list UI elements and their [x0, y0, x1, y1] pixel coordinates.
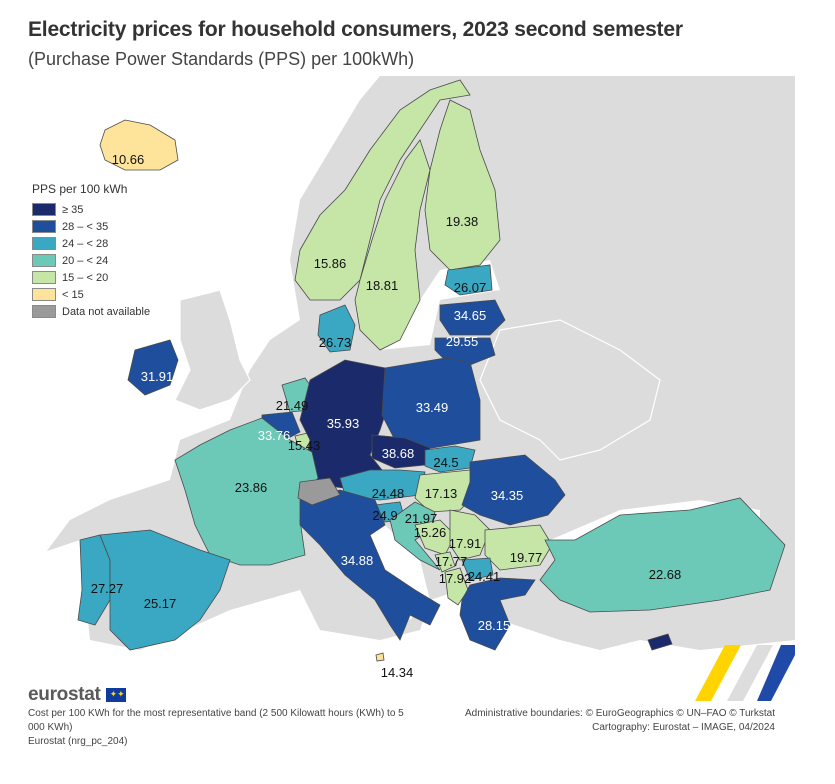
country-dk[interactable] [317, 304, 356, 353]
value-label-al: 17.92 [439, 571, 472, 586]
legend-label: 28 – < 35 [62, 220, 109, 233]
footnote: Cost per 100 KWh for the most representa… [28, 708, 404, 733]
country-no[interactable] [294, 79, 471, 301]
eu-flag-icon: ✦✦ [105, 688, 126, 702]
value-label-es: 25.17 [144, 596, 177, 611]
value-label-si: 24.9 [372, 508, 397, 523]
map-subtitle: (Purchase Power Standards (PPS) per 100k… [28, 49, 415, 69]
value-label-mt: 14.34 [381, 665, 414, 680]
country-gr[interactable] [459, 577, 536, 651]
map-legend: PPS per 100 kWh ≥ 35 28 – < 35 24 – < 28… [30, 178, 157, 326]
value-label-nl: 21.49 [276, 398, 309, 413]
country-bg[interactable] [484, 524, 553, 571]
value-label-me: 17.77 [435, 554, 468, 569]
value-label-tr: 22.68 [649, 567, 682, 582]
country-mk[interactable] [461, 557, 494, 581]
legend-swatch [32, 305, 56, 318]
value-label-at: 24.48 [372, 486, 405, 501]
logo-text: eurostat [28, 684, 101, 705]
country-ro[interactable] [461, 454, 566, 526]
value-label-fi: 19.38 [446, 214, 479, 229]
country-pl[interactable] [381, 357, 481, 451]
value-label-ba: 15.26 [414, 525, 447, 540]
context-land-layer [174, 289, 661, 461]
country-me[interactable] [434, 551, 456, 573]
legend-swatch [32, 237, 56, 250]
country-it[interactable] [299, 489, 441, 641]
cartography-credit: Cartography: Eurostat – IMAGE, 04/2024 [592, 722, 775, 733]
legend-swatch [32, 271, 56, 284]
data-source: Eurostat (nrg_pc_204) [28, 736, 128, 747]
legend-swatch [32, 203, 56, 216]
country-cy[interactable] [647, 633, 673, 651]
legend-swatch [32, 254, 56, 267]
value-label-is: 10.66 [112, 152, 145, 167]
country-hr[interactable] [389, 501, 441, 571]
country-rs[interactable] [449, 509, 491, 561]
country-fi[interactable] [424, 99, 501, 271]
credits: Administrative boundaries: © EuroGeograp… [465, 707, 775, 735]
legend-label: < 15 [62, 288, 84, 301]
legend-label: 15 – < 20 [62, 271, 109, 284]
value-label-it: 34.88 [341, 553, 374, 568]
legend-label: 20 – < 24 [62, 254, 109, 267]
country-tr[interactable] [539, 497, 786, 613]
value-label-fr: 23.86 [235, 480, 268, 495]
value-label-pt: 27.27 [91, 581, 124, 596]
value-label-lu: 15.43 [288, 438, 321, 453]
legend-item: 20 – < 24 [32, 252, 150, 269]
country-ch[interactable] [297, 477, 341, 506]
value-label-de: 35.93 [327, 416, 360, 431]
legend-label: Data not available [62, 305, 151, 318]
country-mt[interactable] [375, 652, 385, 662]
map-title: Electricity prices for household consume… [28, 18, 683, 41]
europe-map[interactable]: 10.66 15.86 18.81 19.38 26.07 34.65 29.5… [20, 76, 795, 688]
value-label-be: 33.76 [258, 428, 291, 443]
value-label-ro: 34.35 [491, 488, 524, 503]
country-es[interactable] [99, 529, 231, 651]
value-label-sk: 24.5 [433, 455, 458, 470]
legend-swatch [32, 220, 56, 233]
legend-label: 24 – < 28 [62, 237, 109, 250]
map-canvas[interactable]: 10.66 15.86 18.81 19.38 26.07 34.65 29.5… [20, 76, 795, 688]
country-is[interactable] [99, 119, 179, 171]
eurostat-logo: eurostat ✦✦ [28, 684, 126, 706]
value-label-dk: 26.73 [319, 335, 352, 350]
country-fr[interactable] [174, 417, 319, 566]
legend-title: PPS per 100 kWh [32, 182, 128, 196]
legend-item: ≥ 35 [32, 201, 150, 218]
value-label-mk: 24.41 [468, 569, 501, 584]
value-labels-layer: 10.66 15.86 18.81 19.38 26.07 34.65 29.5… [91, 152, 682, 680]
legend-item: 15 – < 20 [32, 269, 150, 286]
legend-item: Data not available [32, 303, 150, 320]
value-label-ie: 31.91 [141, 369, 174, 384]
legend-swatch [32, 288, 56, 301]
value-label-se: 18.81 [366, 278, 399, 293]
value-label-hr: 21.97 [405, 511, 438, 526]
legend-label: ≥ 35 [62, 203, 84, 216]
value-label-gr: 28.15 [478, 618, 511, 633]
value-label-lv: 34.65 [454, 308, 487, 323]
country-lv[interactable] [439, 299, 506, 336]
country-se[interactable] [354, 139, 431, 351]
value-label-lt: 29.55 [446, 334, 479, 349]
boundaries-credit: Administrative boundaries: © EuroGeograp… [464, 708, 775, 719]
country-ee[interactable] [444, 264, 493, 296]
country-ie[interactable] [127, 339, 179, 396]
value-label-bg: 19.77 [510, 550, 543, 565]
legend-item: 24 – < 28 [32, 235, 150, 252]
countries-layer[interactable] [77, 79, 786, 662]
value-label-hu: 17.13 [425, 486, 458, 501]
corner-stripes-icon [695, 645, 795, 701]
value-label-cy: 37.87 [636, 657, 669, 672]
legend-item: 28 – < 35 [32, 218, 150, 235]
value-label-ee: 26.07 [454, 280, 487, 295]
legend-item: < 15 [32, 286, 150, 303]
value-label-pl: 33.49 [416, 400, 449, 415]
value-label-cz: 38.68 [382, 446, 415, 461]
value-label-rs: 17.91 [449, 536, 482, 551]
value-label-no: 15.86 [314, 256, 347, 271]
